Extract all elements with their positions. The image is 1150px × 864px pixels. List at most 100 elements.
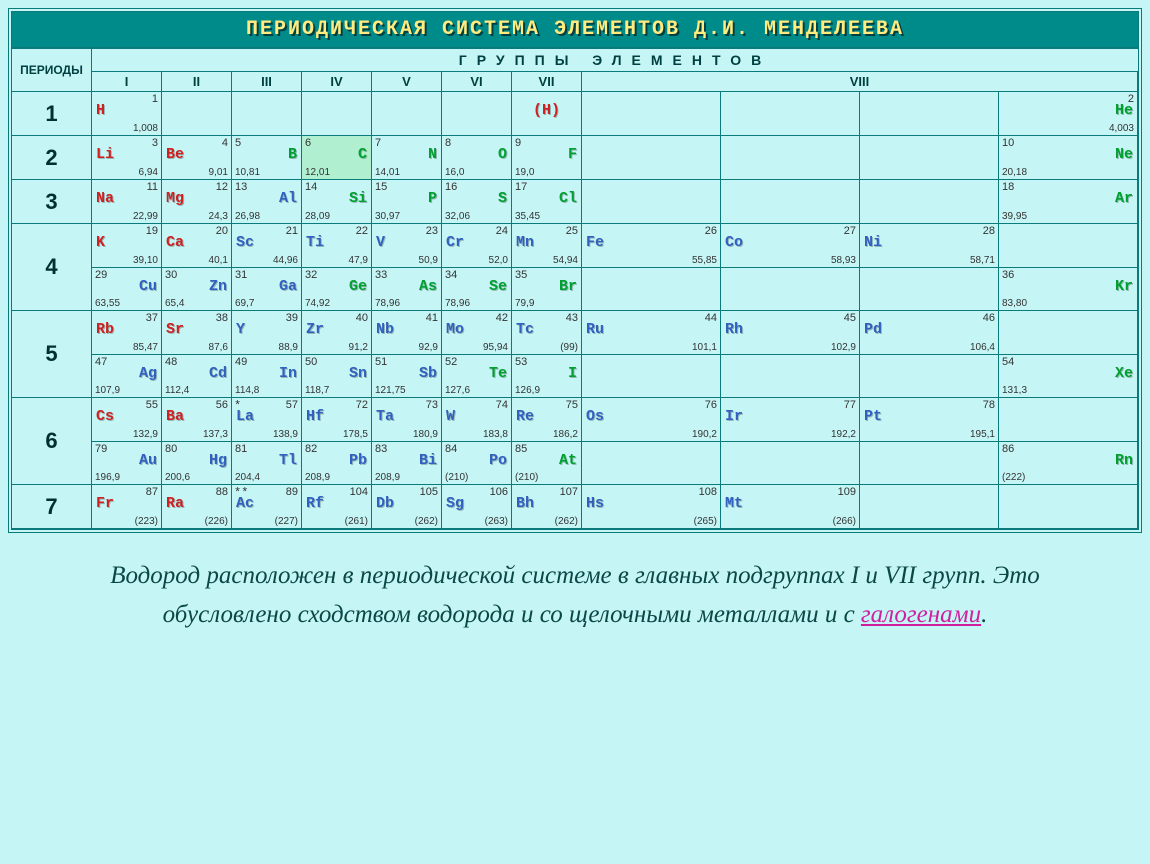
element-symbol: Cd	[209, 365, 227, 382]
element-symbol: Os	[586, 408, 604, 425]
element-symbol: Ge	[349, 278, 367, 295]
atomic-mass: 50,9	[419, 255, 438, 266]
atomic-number: 72	[356, 399, 368, 411]
atomic-mass: (222)	[1002, 472, 1025, 483]
atomic-number: 15	[375, 181, 387, 193]
atomic-mass: 87,6	[209, 342, 228, 353]
atomic-number: 25	[566, 225, 578, 237]
element-cell	[582, 136, 721, 179]
element-cell: 14Si28,09	[302, 180, 372, 223]
element-symbol: Pb	[349, 452, 367, 469]
element-cell	[582, 355, 721, 397]
atomic-mass: 55,85	[692, 255, 717, 266]
element-symbol: N	[428, 146, 437, 163]
groups-caption: ГРУППЫ ЭЛЕМЕНТОВ	[92, 49, 1138, 71]
element-cell: 73Ta180,9	[372, 398, 442, 441]
atomic-mass: 58,71	[970, 255, 995, 266]
element-symbol: P	[428, 190, 437, 207]
atomic-mass: 186,2	[553, 429, 578, 440]
element-cell: 55Cs132,9	[92, 398, 162, 441]
element-cell: 21Sc44,96	[232, 224, 302, 267]
element-symbol: W	[446, 408, 455, 425]
period-row: 11H1,008(H)2He4,003	[12, 92, 1138, 136]
element-cell: 13Al26,98	[232, 180, 302, 223]
element-cell	[302, 92, 372, 135]
element-cell: 34Se78,96	[442, 267, 512, 310]
element-cell: 75Re186,2	[512, 398, 582, 441]
element-symbol: Al	[279, 190, 297, 207]
atomic-number: 9	[515, 137, 521, 149]
element-cell: 16S32,06	[442, 180, 512, 223]
element-cell: 87Fr(223)	[92, 485, 162, 528]
element-cell	[860, 355, 999, 397]
atomic-mass: 131,3	[1002, 385, 1027, 396]
element-cell: 19K39,10	[92, 224, 162, 267]
period-number: 1	[12, 92, 92, 135]
element-symbol: Rn	[1115, 452, 1133, 469]
atomic-mass: (262)	[555, 516, 578, 527]
period-row: 311Na22,9912Mg24,313Al26,9814Si28,0915P3…	[12, 180, 1138, 224]
atomic-number: 76	[705, 399, 717, 411]
element-symbol: Hg	[209, 452, 227, 469]
subrow: 87Fr(223)88Ra(226)**89Ac(227)104Rf(261)1…	[92, 485, 1138, 528]
element-cell: 32Ge74,92	[302, 267, 372, 310]
group-2: II	[162, 72, 232, 91]
element-cell: 74W183,8	[442, 398, 512, 441]
group-3: III	[232, 72, 302, 91]
atomic-mass: 126,9	[515, 385, 540, 396]
group8-cell: 44Ru101,145Rh102,946Pd106,4	[582, 311, 1138, 354]
atomic-mass: 47,9	[349, 255, 368, 266]
atomic-mass: 83,80	[1002, 298, 1027, 309]
atomic-number: 46	[983, 312, 995, 324]
caption-link[interactable]: галогенами	[861, 601, 981, 628]
element-cell: 107Bh(262)	[512, 485, 582, 528]
element-cell	[442, 92, 512, 135]
atomic-mass: 106,4	[970, 342, 995, 353]
element-cell: 46Pd106,4	[860, 311, 999, 354]
element-cell: 22Ti47,9	[302, 224, 372, 267]
element-cell: 10Ne20,18	[999, 136, 1137, 179]
atomic-mass: 208,9	[375, 472, 400, 483]
periodic-table-frame: ПЕРИОДИЧЕСКАЯ СИСТЕМА ЭЛЕМЕНТОВ Д.И. МЕН…	[8, 8, 1142, 533]
atomic-mass: 204,4	[235, 472, 260, 483]
atomic-number: 14	[305, 181, 317, 193]
atomic-number: 12	[216, 181, 228, 193]
element-symbol: F	[568, 146, 577, 163]
atomic-number: 43	[566, 312, 578, 324]
element-symbol: In	[279, 365, 297, 382]
element-symbol: (H)	[533, 102, 560, 119]
atomic-mass: 91,2	[349, 342, 368, 353]
element-symbol: At	[559, 452, 577, 469]
atomic-number: 45	[844, 312, 856, 324]
atomic-number: 1	[152, 93, 158, 105]
element-cell	[721, 136, 860, 179]
atomic-number: 18	[1002, 181, 1014, 193]
element-symbol: Kr	[1115, 278, 1133, 295]
element-cell: 18Ar39,95	[999, 180, 1137, 223]
element-cell: 51Sb121,75	[372, 354, 442, 397]
element-cell	[860, 92, 999, 135]
atomic-number: 31	[235, 269, 247, 281]
element-cell: (H)	[512, 92, 582, 135]
atomic-number: 105	[420, 486, 438, 498]
atomic-number: 26	[705, 225, 717, 237]
atomic-mass: 22,99	[133, 211, 158, 222]
element-symbol: Co	[725, 234, 743, 251]
atomic-number: 42	[496, 312, 508, 324]
element-cell: 54Xe131,3	[999, 355, 1137, 397]
atomic-number: 74	[496, 399, 508, 411]
atomic-mass: 58,93	[831, 255, 856, 266]
atomic-mass: 10,81	[235, 167, 260, 178]
atomic-number: 106	[490, 486, 508, 498]
element-symbol: Br	[559, 278, 577, 295]
atomic-mass: (265)	[694, 516, 717, 527]
atomic-mass: 16,0	[445, 167, 464, 178]
caption-text: Водород расположен в периодической систе…	[8, 533, 1142, 655]
atomic-mass: (210)	[445, 472, 468, 483]
element-symbol: Hf	[306, 408, 324, 425]
element-cell	[582, 92, 721, 135]
period-row: 787Fr(223)88Ra(226)**89Ac(227)104Rf(261)…	[12, 485, 1138, 529]
atomic-number: 23	[426, 225, 438, 237]
element-cell	[721, 442, 860, 484]
element-cell: 104Rf(261)	[302, 485, 372, 528]
